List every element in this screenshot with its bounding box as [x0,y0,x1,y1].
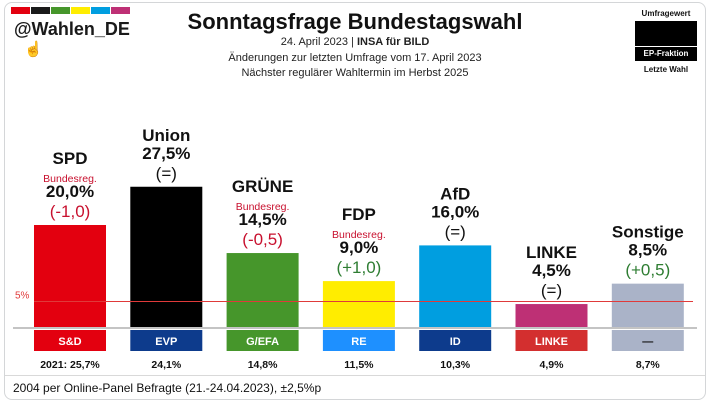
ep-fraction-box-1 [130,330,203,351]
ep-fraction-label-1: EVP [155,336,177,348]
value-label-0: 20,0% [46,182,94,201]
legend-box: Umfragewert EP-Fraktion Letzte Wahl [635,9,697,74]
strip-color-1 [31,7,50,14]
bar-1 [130,186,203,327]
bar-4 [419,245,492,327]
party-label-3: FDP [342,205,376,224]
change-label-2: (-0,5) [242,230,283,249]
changes-note: Änderungen zur letzten Umfrage vom 17. A… [228,52,482,64]
ep-fraction-label-2: G/EFA [246,336,279,348]
ep-fraction-box-6 [611,330,684,351]
last-election-label-3: 11,5% [344,359,374,371]
government-note-0: Bundesreg. [43,173,97,185]
change-label-1: (=) [156,164,177,183]
info-separator: | [351,36,354,48]
bar-6 [611,283,684,327]
ep-fraction-label-5: LINKE [535,336,568,348]
value-label-1: 27,5% [142,144,190,163]
bar-3 [322,281,395,327]
legend-swatch [635,21,697,46]
strip-color-5 [111,7,130,14]
poll-info-line: 24. April 2023 | INSA für BILD [165,36,545,48]
party-color-strip [11,7,130,14]
pollster-name: INSA für BILD [356,36,430,48]
change-label-6: (+0,5) [625,261,670,280]
ep-fraction-box-0 [34,330,106,351]
value-label-5: 4,5% [532,261,571,280]
bar-0 [34,225,106,327]
last-election-label-0: 2021: 25,7% [40,359,100,371]
last-election-label-1: 24,1% [151,359,181,371]
party-label-1: Union [142,126,190,145]
strip-color-3 [71,7,90,14]
chart-title: Sonntagsfrage Bundestagswahl [187,9,523,34]
ep-fraction-label-4: ID [450,336,461,348]
strip-color-0 [11,7,30,14]
last-election-label-6: 8,7% [636,359,661,371]
bar-5 [515,304,588,327]
ep-fraction-box-2 [226,330,299,351]
value-label-2: 14,5% [238,210,286,229]
value-label-4: 16,0% [431,202,479,221]
party-label-2: GRÜNE [232,177,293,196]
ep-fraction-box-5 [515,330,588,351]
poll-date: 24. April 2023 [280,36,348,48]
change-label-0: (-1,0) [50,202,91,221]
government-note-3: Bundesreg. [332,229,386,241]
party-label-0: SPD [53,149,88,168]
ep-fraction-box-4 [419,330,492,351]
ep-fraction-label-6: — [642,336,653,348]
next-election-note: Nächster regulärer Wahltermin im Herbst … [241,67,469,79]
change-label-3: (+1,0) [336,258,381,277]
strip-color-4 [91,7,110,14]
value-label-3: 9,0% [340,238,379,257]
party-label-4: AfD [440,184,470,203]
legend-fraction-label: EP-Fraktion [635,47,697,61]
footer-divider [5,375,705,376]
methodology-footnote: 2004 per Online-Panel Befragte (21.-24.0… [13,381,322,395]
bar-2 [226,253,299,327]
ep-fraction-label-3: RE [351,336,366,348]
chart-frame: (-1,0) 20,0% Bundesreg. SPD S&D 2021: 25,7% (=… [4,2,706,400]
legend-last-label: Letzte Wahl [643,65,689,74]
hand-cursor-icon: ☝ [24,41,43,58]
value-label-6: 8,5% [628,241,667,260]
account-handle[interactable]: @Wahlen_DE [14,19,130,39]
last-election-label-2: 14,8% [248,359,278,371]
ep-fraction-label-0: S&D [58,336,81,348]
last-election-label-4: 10,3% [440,359,470,371]
threshold-label: 5% [15,291,30,302]
last-election-label-5: 4,9% [540,359,565,371]
government-note-2: Bundesreg. [236,201,290,213]
party-label-6: Sonstige [612,223,684,242]
party-label-5: LINKE [526,243,577,262]
legend-current-label: Umfragewert [641,9,691,18]
ep-fraction-box-3 [322,330,395,351]
change-label-5: (=) [541,281,562,300]
change-label-4: (=) [445,222,466,241]
strip-color-2 [51,7,70,14]
